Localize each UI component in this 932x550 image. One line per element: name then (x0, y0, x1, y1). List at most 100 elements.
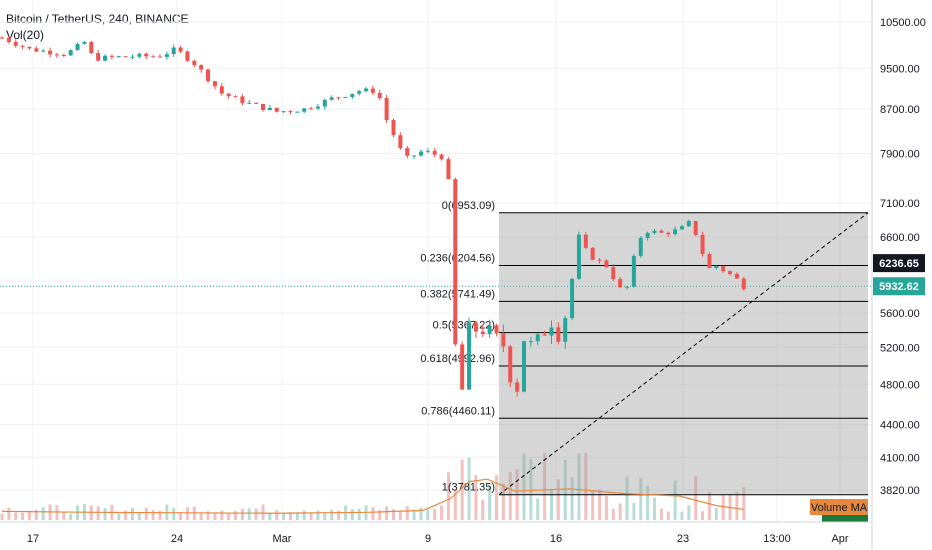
y-tick-label: 7100.00 (880, 198, 920, 210)
candle-body (700, 234, 705, 255)
candle-body (611, 267, 616, 280)
candle-body (384, 98, 389, 121)
price-badge-label: 5932.62 (879, 281, 919, 293)
volume-bar (467, 457, 471, 520)
volume-bar (426, 509, 430, 520)
volume-bar (570, 477, 574, 520)
y-tick-label: 4400.00 (880, 420, 920, 432)
candle-body (13, 42, 18, 46)
volume-bar (199, 513, 203, 520)
y-tick-label: 5200.00 (880, 342, 920, 354)
fib-trend-line[interactable] (498, 212, 869, 496)
x-tick-label: 24 (171, 533, 183, 545)
y-tick-label: 3820.00 (880, 485, 920, 497)
candle-body (288, 111, 293, 113)
volume-bar (254, 508, 258, 520)
volume-bar (646, 485, 650, 520)
price-badge[interactable] (873, 277, 925, 296)
x-tick-label: 17 (27, 533, 39, 545)
volume-bar (508, 472, 512, 520)
candle-body (254, 102, 259, 104)
price-badge[interactable] (873, 254, 925, 273)
candle-body (20, 45, 25, 47)
grid-lines (0, 0, 872, 522)
price-badge-label: 6236.65 (879, 258, 919, 270)
candle-body (116, 56, 121, 58)
volume-bar (275, 510, 279, 520)
volume-bar (405, 506, 409, 520)
volume-bar (76, 505, 80, 520)
volume-bar (179, 512, 183, 520)
candle-body (405, 148, 410, 156)
price-axis[interactable]: 10500.00 9500.00 8700.00 7900.00 7100.00 6600… (871, 0, 926, 550)
price-candles (0, 35, 746, 397)
volume-ma-line: Volume MA (1, 478, 868, 522)
candle-body (192, 60, 197, 66)
candle-body (734, 273, 739, 279)
volume-bar (714, 507, 718, 520)
candle-body (625, 286, 630, 288)
volume-bar (151, 510, 155, 520)
candle-body (295, 111, 300, 113)
candle-body (659, 230, 664, 233)
candle-body (281, 111, 286, 113)
candle-body (686, 220, 691, 227)
fib-level-label: 0.236(6204.56) (420, 253, 495, 265)
volume-bar (144, 507, 148, 520)
candle-body (247, 102, 252, 104)
volume-bar (440, 505, 444, 520)
volume-bar (639, 477, 643, 520)
volume-bar (124, 510, 128, 520)
candle-body (336, 97, 341, 99)
volume-bar (453, 489, 457, 520)
candle-body (391, 120, 396, 136)
candle-body (418, 151, 423, 156)
fib-level-label: 0(6953.09) (442, 200, 495, 212)
candle-body (501, 333, 506, 347)
volume-bar (666, 511, 670, 520)
candle-body (583, 234, 588, 248)
volume-bar (556, 479, 560, 520)
volume-bar (632, 503, 636, 520)
volume-bar (659, 508, 663, 520)
volume-bar (522, 453, 526, 520)
volume-bar (481, 499, 485, 520)
volume-bar (220, 510, 224, 520)
candle-body (473, 322, 478, 332)
candle-body (480, 331, 485, 335)
candle-body (226, 93, 231, 97)
volume-bar (158, 510, 162, 520)
candle-body (109, 55, 114, 57)
x-tick-label: 13:00 (763, 533, 791, 545)
volume-bar (0, 513, 4, 520)
candle-body (707, 254, 712, 269)
volume-bar (137, 512, 141, 520)
volume-bar (316, 510, 320, 520)
candle-body (144, 53, 149, 57)
volume-bar (34, 509, 38, 520)
candle-body (48, 50, 53, 55)
candle-body (34, 48, 39, 52)
volume-ma-polyline (1, 478, 744, 514)
volume-ma-badge (810, 499, 868, 515)
volume-bar (288, 512, 292, 520)
y-tick-label: 6600.00 (880, 232, 920, 244)
candle-body (631, 255, 636, 287)
candle-body (96, 53, 101, 61)
candle-body (604, 260, 609, 268)
candle-body (597, 259, 602, 261)
fibonacci-retracement[interactable]: 0(6953.09) 0.236(6204.56) 0.382(5741.49) 0.… (420, 200, 869, 496)
candle-body (398, 135, 403, 149)
candle-body (41, 50, 46, 52)
candle-body (274, 107, 279, 112)
volume-bar (302, 510, 306, 520)
y-tick-label: 8700.00 (880, 104, 920, 116)
volume-bar (701, 511, 705, 520)
candle-body (494, 325, 499, 334)
volume-bar (14, 512, 18, 520)
candle-body (302, 108, 307, 112)
candle-body (446, 159, 451, 180)
candle-body (206, 69, 211, 82)
time-axis[interactable]: 17 24 Mar 9 16 23 13:00 Apr (0, 521, 872, 545)
